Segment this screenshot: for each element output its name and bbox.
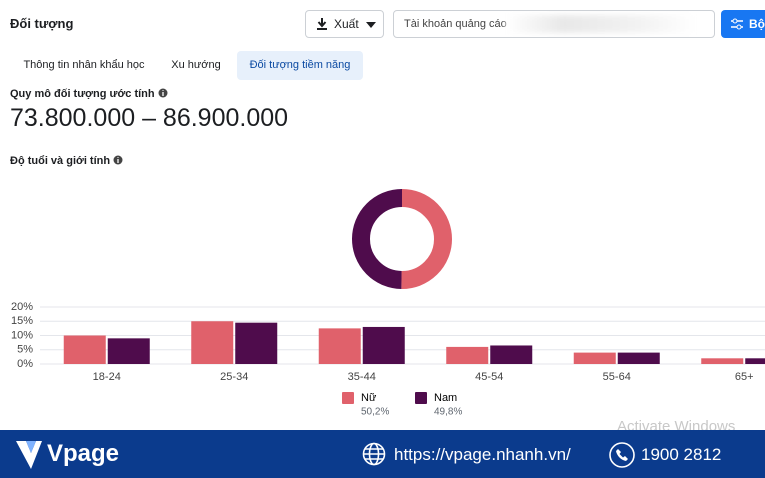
bar xyxy=(362,326,405,364)
footer: Vpage https://vpage.nhanh.vn/ 1900 2812 xyxy=(0,430,765,478)
export-label: Xuất xyxy=(334,17,359,31)
caret xyxy=(366,22,376,28)
legend-percent: 50,2% xyxy=(361,407,389,418)
phone[interactable]: 1900 2812 xyxy=(641,445,722,464)
size-label-text: Quy mô đối tượng ước tính xyxy=(10,88,155,100)
bar xyxy=(701,358,744,364)
size-value: 73.800.000 – 86.900.000 xyxy=(10,104,289,132)
info-icon xyxy=(113,155,123,165)
bar xyxy=(107,338,150,364)
bar xyxy=(490,345,533,364)
info-icon xyxy=(158,88,168,98)
bar xyxy=(318,328,361,364)
x-tick-label: 45-54 xyxy=(475,371,503,383)
x-tick-label: 25-34 xyxy=(220,371,248,383)
bar xyxy=(235,322,278,364)
bar xyxy=(745,358,765,364)
account-select[interactable]: Tài khoản quảng cáo xyxy=(393,10,715,38)
bar xyxy=(191,321,234,364)
legend-label: Nữ xyxy=(361,392,377,404)
phone-icon xyxy=(609,442,635,468)
chart: 50,2% 49,8% 0% 5% 10% 15% 20% 18-24 25-34 35-44 45… xyxy=(11,189,765,418)
blur xyxy=(506,15,696,33)
page-title: Đối tượng xyxy=(10,16,74,31)
y-tick-label: 15% xyxy=(11,315,33,327)
globe-icon xyxy=(362,442,386,466)
tab[interactable]: Xu hướng xyxy=(171,59,221,71)
filter-button[interactable]: Bộ xyxy=(721,10,765,38)
legend-swatch xyxy=(342,392,354,404)
filter-icon xyxy=(731,18,743,30)
donut-slice xyxy=(401,189,452,289)
bar xyxy=(617,352,660,364)
bar xyxy=(573,352,616,364)
y-tick-label: 20% xyxy=(11,301,33,313)
y-tick-label: 0% xyxy=(17,358,33,370)
brand: Vpage xyxy=(47,440,120,467)
x-tick-label: 55-64 xyxy=(603,371,631,383)
url[interactable]: https://vpage.nhanh.vn/ xyxy=(394,445,571,464)
x-tick-label: 65+ xyxy=(735,371,754,383)
chart-title: Độ tuổi và giới tính xyxy=(10,155,111,167)
x-tick-label: 18-24 xyxy=(93,371,121,383)
filter-label: Bộ xyxy=(749,17,765,31)
y-tick-label: 5% xyxy=(17,344,33,356)
donut-slice xyxy=(352,189,403,289)
bar xyxy=(446,346,489,364)
legend-swatch xyxy=(415,392,427,404)
x-tick-label: 35-44 xyxy=(348,371,376,383)
section-title: Độ tuổi và giới tính xyxy=(10,155,123,167)
tab[interactable]: Đối tượng tiềm năng xyxy=(237,51,363,80)
bar xyxy=(63,335,106,364)
export-button[interactable]: Xuất xyxy=(305,10,384,38)
size-label: Quy mô đối tượng ước tính xyxy=(10,88,168,100)
brand-logo xyxy=(16,441,42,469)
download-icon xyxy=(317,18,327,30)
account-placeholder: Tài khoản quảng cáo xyxy=(404,18,507,30)
legend-label: Nam xyxy=(434,392,457,404)
legend-percent: 49,8% xyxy=(434,407,462,418)
y-tick-label: 10% xyxy=(11,329,33,341)
tab[interactable]: Thông tin nhân khẩu học xyxy=(23,59,145,71)
